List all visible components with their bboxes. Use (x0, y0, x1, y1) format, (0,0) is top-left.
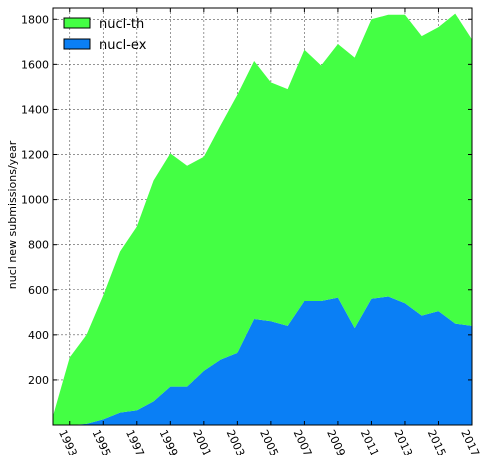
x-tick-label: 2015 (425, 428, 449, 455)
legend: nucl-th nucl-ex (63, 17, 147, 53)
area-nucl-ex (53, 296, 472, 425)
x-tick-label: 2007 (291, 428, 315, 455)
x-tick-label: 2009 (324, 428, 348, 455)
x-tick-label: 1995 (90, 428, 114, 455)
x-tick-label: 1999 (157, 428, 181, 455)
y-tick-label: 800 (28, 239, 49, 252)
y-tick-label: 1800 (21, 13, 49, 26)
y-axis-label: nucl new submissions/year (6, 140, 19, 289)
area-nucl-th (53, 13, 472, 425)
x-tick-label: 2005 (257, 428, 281, 455)
x-tick-label: 2013 (391, 428, 415, 455)
x-tick-label: 2001 (190, 428, 214, 455)
x-tick-label: 2003 (224, 428, 248, 455)
plot-frame (52, 7, 473, 426)
y-tick-label: 400 (28, 329, 49, 342)
y-tick-label: 1000 (21, 194, 49, 207)
x-tick-label: 1993 (56, 428, 80, 455)
x-tick-label: 2011 (358, 428, 382, 455)
legend-label-nucl-th: nucl-th (99, 17, 144, 32)
x-tick-label: 1997 (123, 428, 147, 455)
legend-swatch-nucl-th (63, 17, 91, 29)
y-tick-label: 1600 (21, 58, 49, 71)
y-tick-label: 1400 (21, 103, 49, 116)
y-tick-label: 600 (28, 284, 49, 297)
series-areas (53, 13, 472, 425)
legend-swatch-nucl-ex (63, 38, 91, 50)
y-tick-label: 200 (28, 374, 49, 387)
legend-label-nucl-ex: nucl-ex (99, 38, 147, 53)
y-tick-label: 1200 (21, 149, 49, 162)
x-tick-label: 2017 (458, 428, 482, 455)
